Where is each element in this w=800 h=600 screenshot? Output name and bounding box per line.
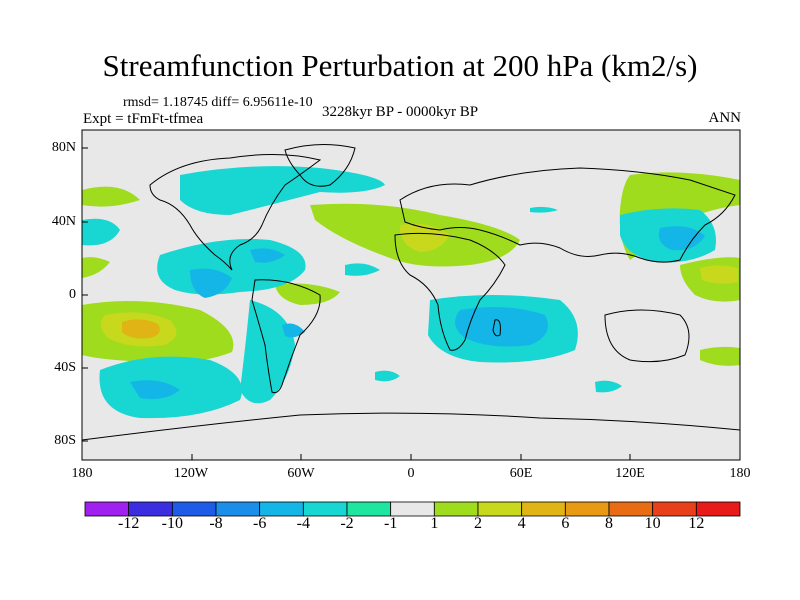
- lon-label: 60E: [509, 466, 533, 481]
- positive-region: [399, 223, 450, 252]
- lat-label: 40S: [54, 360, 76, 375]
- colorbar-label: 8: [605, 515, 613, 532]
- negative-region: [658, 226, 705, 251]
- colorbar-swatch: [695, 501, 741, 517]
- negative-region: [180, 166, 385, 215]
- colorbar-label: -4: [296, 515, 310, 532]
- colorbar-swatch: [215, 501, 261, 517]
- lon-label: 180: [71, 466, 93, 481]
- stats-label: rmsd= 1.18745 diff= 6.95611e-10: [123, 95, 313, 110]
- colorbar-swatch: [564, 501, 610, 517]
- lat-label: 80S: [54, 433, 76, 448]
- colorbar-label: -1: [383, 515, 398, 532]
- colorbar-swatch: [302, 501, 348, 517]
- experiment-label: Expt = tFmFt-tfmea: [83, 111, 204, 127]
- colorbar: [84, 501, 741, 517]
- negative-region: [595, 380, 622, 393]
- greenland-coast: [284, 143, 356, 187]
- positive-region: [82, 257, 110, 278]
- negative-region: [240, 300, 295, 404]
- colorbar-label: 4: [517, 515, 526, 532]
- negative-region: [282, 323, 305, 338]
- negative-region: [345, 263, 380, 276]
- season-label: ANN: [708, 110, 742, 126]
- colorbar-swatch: [433, 501, 479, 517]
- colorbar-label: 1: [430, 515, 439, 532]
- colorbar-label: 10: [644, 515, 661, 532]
- colorbar-swatch: [128, 501, 173, 517]
- plot-title: Streamfunction Perturbation at 200 hPa (…: [102, 48, 698, 83]
- positive-region: [700, 265, 738, 284]
- negative-region: [455, 306, 548, 347]
- axis-ticks: [82, 147, 631, 460]
- lon-label: 60W: [287, 466, 315, 481]
- negative-region: [250, 248, 285, 263]
- lat-label: 80N: [51, 140, 76, 155]
- colorbar-swatch: [608, 501, 654, 517]
- colorbar-label: -10: [161, 515, 183, 532]
- lon-label: 0: [407, 466, 415, 481]
- negative-region: [130, 380, 180, 399]
- colorbar-swatch: [390, 501, 435, 517]
- contour-fields: [82, 166, 740, 419]
- europe-asia-coast: [399, 167, 736, 263]
- lon-label: 120E: [615, 466, 645, 481]
- colorbar-swatch: [521, 501, 566, 517]
- lon-label: 120W: [173, 466, 209, 481]
- south-america-coast: [251, 279, 321, 394]
- madagascar-coast: [492, 319, 501, 337]
- positive-region: [82, 186, 140, 207]
- colorbar-label: -8: [209, 515, 223, 532]
- north-america-coast: [149, 153, 322, 271]
- colorbar-label: -6: [252, 515, 267, 532]
- colorbar-label: 6: [561, 515, 570, 532]
- colorbar-label: 12: [688, 515, 705, 532]
- lon-label: 180: [729, 466, 751, 481]
- lat-label: 40N: [51, 214, 76, 229]
- colorbar-label: -2: [340, 515, 354, 532]
- period-label: 3228kyr BP - 0000kyr BP: [321, 104, 479, 120]
- negative-region: [82, 218, 120, 246]
- positive-region: [275, 283, 340, 305]
- colorbar-label: -12: [117, 515, 140, 532]
- lat-label: 0: [69, 287, 76, 302]
- positive-region: [700, 346, 740, 366]
- coastlines: [82, 143, 740, 441]
- negative-region: [190, 268, 232, 298]
- colorbar-swatch: [477, 501, 523, 517]
- negative-region: [530, 206, 558, 213]
- colorbar-swatch: [346, 501, 392, 517]
- colorbar-swatch: [259, 501, 304, 517]
- africa-coast: [394, 232, 506, 351]
- colorbar-label: 2: [474, 515, 482, 532]
- positive-region: [122, 319, 160, 339]
- colorbar-swatch: [171, 501, 217, 517]
- colorbar-swatch: [652, 501, 697, 517]
- antarctica-coast: [82, 412, 740, 441]
- australia-coast: [604, 309, 690, 363]
- colorbar-swatch: [84, 501, 130, 517]
- negative-region: [375, 370, 400, 382]
